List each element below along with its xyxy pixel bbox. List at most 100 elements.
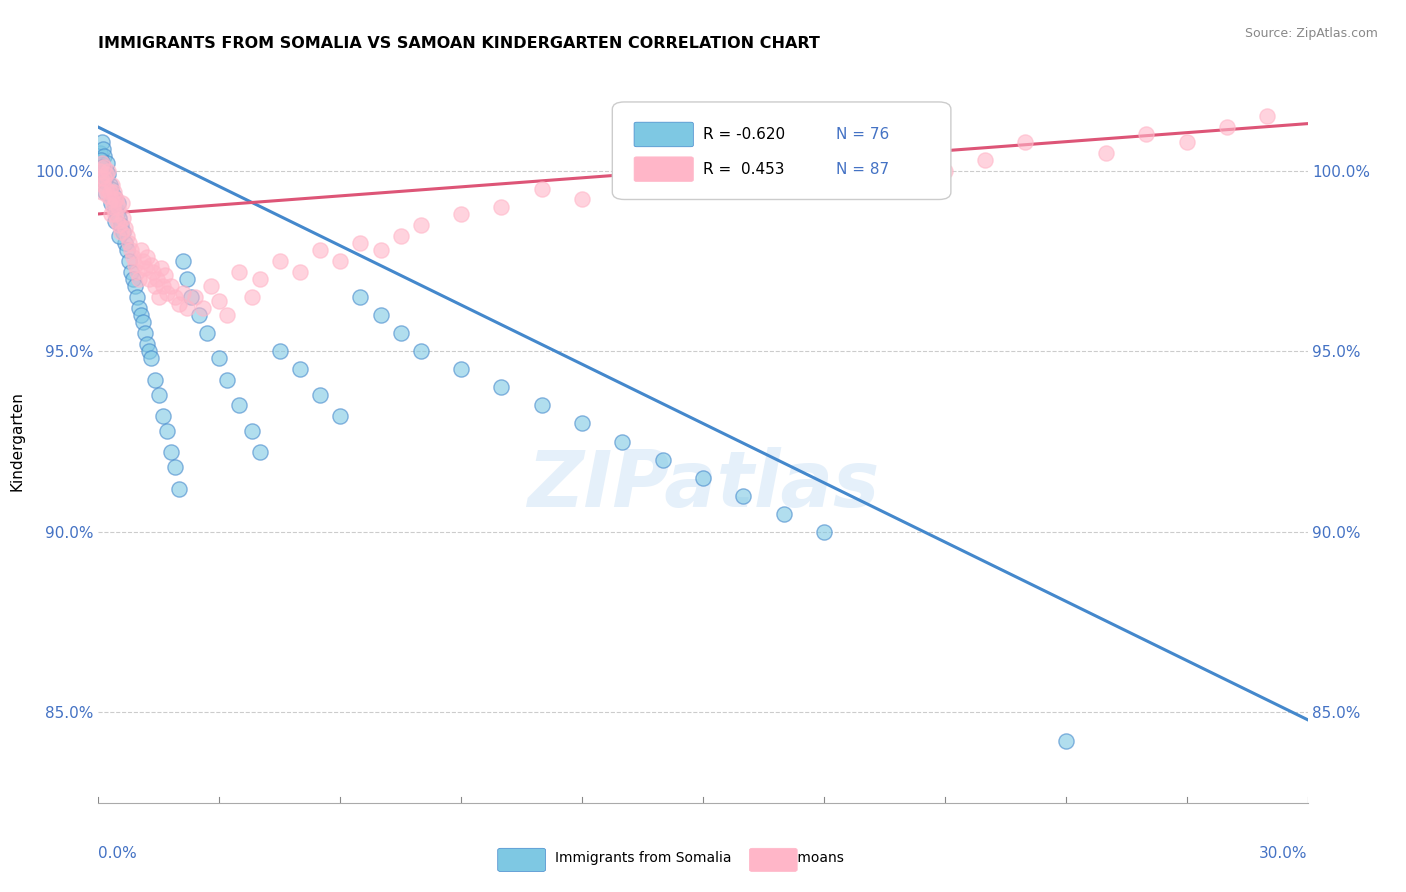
- Point: [134, 326, 156, 341]
- Point: [120, 265, 142, 279]
- Point: [96, 167, 118, 181]
- Point: [1216, 120, 1239, 135]
- Point: [309, 387, 332, 401]
- Point: [93, 170, 115, 185]
- Point: [139, 258, 162, 272]
- Point: [148, 290, 170, 304]
- Text: Samoans: Samoans: [780, 851, 844, 865]
- Text: N = 87: N = 87: [837, 161, 889, 177]
- Text: Source: ZipAtlas.com: Source: ZipAtlas.com: [1244, 27, 1378, 40]
- Point: [97, 189, 120, 203]
- Point: [101, 200, 124, 214]
- Point: [132, 315, 155, 329]
- Point: [115, 243, 138, 257]
- Point: [200, 279, 222, 293]
- Point: [93, 174, 115, 188]
- Point: [90, 170, 112, 185]
- Point: [193, 301, 215, 315]
- Point: [132, 254, 155, 268]
- Point: [184, 290, 207, 304]
- Point: [93, 160, 115, 174]
- Point: [389, 228, 412, 243]
- Point: [128, 301, 150, 315]
- Point: [389, 326, 412, 341]
- FancyBboxPatch shape: [634, 157, 693, 181]
- Point: [134, 261, 156, 276]
- Point: [160, 279, 183, 293]
- Point: [135, 250, 157, 264]
- Point: [114, 235, 136, 250]
- Point: [114, 221, 136, 235]
- Point: [153, 268, 176, 283]
- Point: [94, 186, 117, 200]
- Text: N = 76: N = 76: [837, 127, 889, 142]
- Text: 30.0%: 30.0%: [1260, 847, 1308, 861]
- Point: [97, 163, 120, 178]
- Point: [288, 265, 311, 279]
- Point: [101, 193, 124, 207]
- Point: [329, 409, 352, 424]
- Point: [129, 243, 152, 257]
- Point: [156, 424, 179, 438]
- Point: [103, 189, 125, 203]
- Point: [91, 178, 114, 192]
- Text: R = -0.620: R = -0.620: [703, 127, 785, 142]
- Text: Immigrants from Somalia: Immigrants from Somalia: [555, 851, 733, 865]
- Point: [974, 153, 997, 167]
- Point: [1014, 135, 1036, 149]
- Point: [104, 193, 127, 207]
- Point: [249, 272, 271, 286]
- Point: [125, 265, 148, 279]
- Point: [107, 211, 129, 225]
- Point: [91, 156, 114, 170]
- Point: [612, 434, 634, 449]
- Point: [571, 193, 593, 207]
- Point: [160, 445, 183, 459]
- Point: [103, 207, 125, 221]
- Point: [103, 200, 125, 214]
- Point: [491, 380, 513, 394]
- Point: [188, 308, 211, 322]
- Point: [934, 163, 956, 178]
- Point: [269, 254, 291, 268]
- Point: [172, 254, 194, 268]
- Point: [118, 254, 141, 268]
- Point: [107, 218, 129, 232]
- Point: [98, 178, 121, 192]
- Point: [228, 265, 250, 279]
- Point: [772, 507, 794, 521]
- Point: [125, 290, 148, 304]
- Point: [129, 308, 152, 322]
- Point: [228, 399, 250, 413]
- Point: [349, 235, 371, 250]
- Point: [450, 207, 472, 221]
- Point: [115, 228, 138, 243]
- Point: [90, 153, 112, 167]
- FancyBboxPatch shape: [634, 122, 693, 147]
- Point: [100, 207, 122, 221]
- Text: ZIPatlas: ZIPatlas: [527, 447, 879, 523]
- Point: [269, 344, 291, 359]
- Point: [152, 409, 174, 424]
- Point: [94, 182, 117, 196]
- Point: [208, 351, 231, 366]
- Point: [409, 218, 432, 232]
- Point: [139, 351, 162, 366]
- Point: [1095, 145, 1118, 160]
- Point: [107, 200, 129, 214]
- Point: [409, 344, 432, 359]
- Point: [111, 225, 134, 239]
- Text: R =  0.453: R = 0.453: [703, 161, 785, 177]
- Point: [349, 290, 371, 304]
- Point: [135, 337, 157, 351]
- Point: [733, 489, 755, 503]
- Point: [772, 182, 794, 196]
- Point: [530, 182, 553, 196]
- Point: [121, 250, 143, 264]
- Point: [530, 399, 553, 413]
- Point: [91, 160, 114, 174]
- Point: [370, 243, 392, 257]
- Point: [176, 272, 198, 286]
- Point: [100, 196, 122, 211]
- Point: [105, 214, 128, 228]
